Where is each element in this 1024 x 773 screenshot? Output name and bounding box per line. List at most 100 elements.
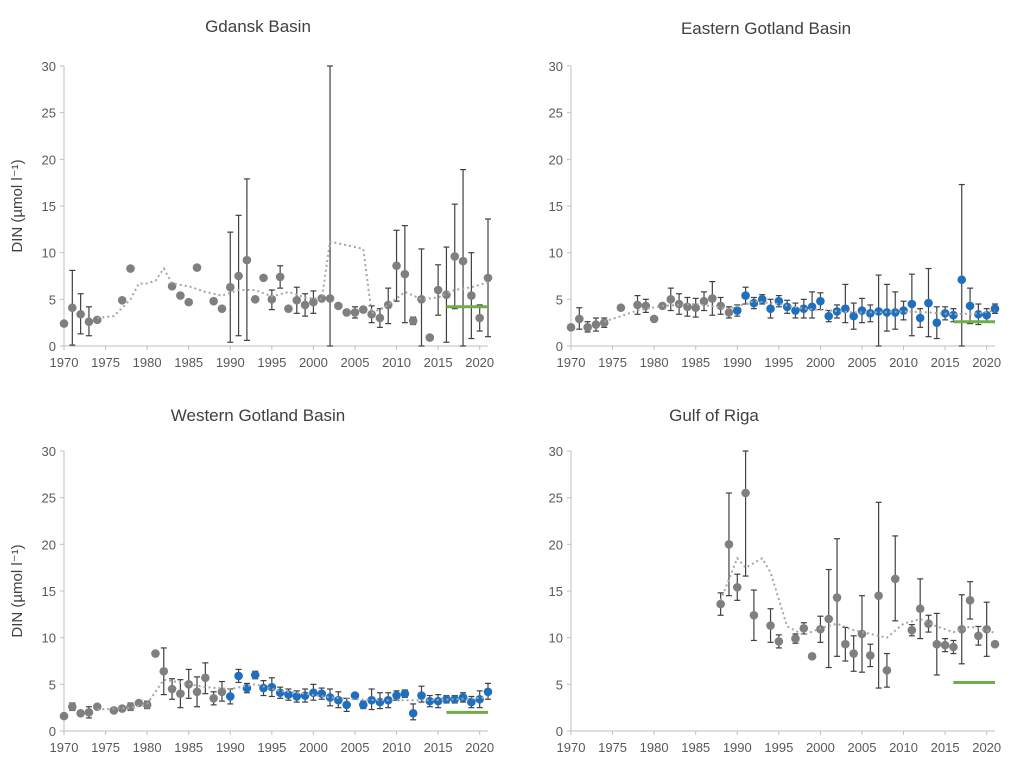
data-point [234, 271, 243, 281]
data-point [699, 296, 709, 306]
data-point [425, 696, 435, 706]
data-point [433, 696, 443, 706]
x-tick-label: 1975 [91, 740, 120, 755]
data-point [890, 574, 900, 584]
data-point [832, 307, 842, 316]
x-tick-label: 1970 [50, 355, 79, 370]
data-point [192, 687, 202, 697]
y-tick-label: 25 [42, 106, 56, 121]
x-tick-label: 2020 [465, 740, 494, 755]
y-tick-label: 10 [42, 631, 56, 646]
y-tick-label: 0 [49, 724, 56, 739]
chart-panel: Western Gotland Basin DIN (µmol l⁻¹) 0 5 10 1… [9, 406, 494, 755]
chart-panel: Eastern Gotland Basin 0 5 10 15 20 25 30 1970 197… [549, 19, 1002, 370]
y-tick-label: 20 [42, 152, 56, 167]
data-point [882, 666, 892, 675]
y-axis-label: DIN (µmol l⁻¹) [9, 159, 26, 252]
data-point [68, 702, 77, 712]
data-point [649, 314, 659, 324]
y-axis-label: DIN (µmol l⁻¹) [9, 544, 26, 637]
data-point [400, 689, 410, 698]
data-point [225, 692, 235, 701]
y-tick-label: 5 [49, 292, 56, 307]
data-point [575, 314, 584, 324]
data-point [766, 304, 775, 313]
data-point [325, 693, 335, 702]
data-point [151, 649, 160, 658]
data-point [92, 702, 102, 712]
data-point [192, 263, 202, 272]
data-point [433, 285, 443, 295]
data-point [342, 308, 351, 317]
data-point [874, 307, 883, 316]
x-tick-label: 1975 [598, 355, 627, 370]
data-point [184, 297, 194, 307]
chart-title: Eastern Gotland Basin [681, 19, 851, 38]
data-point [691, 303, 701, 313]
data-point [375, 313, 385, 323]
y-tick-label: 10 [549, 246, 563, 261]
data-point [167, 684, 177, 694]
data-point [882, 308, 892, 317]
x-tick-label: 2010 [889, 355, 918, 370]
x-tick-label: 1980 [640, 740, 669, 755]
x-tick-label: 2020 [972, 355, 1001, 370]
data-point [566, 323, 576, 332]
data-point [292, 295, 302, 305]
y-tick-label: 0 [556, 724, 563, 739]
y-tick-label: 25 [42, 491, 56, 506]
x-tick-label: 2020 [465, 355, 494, 370]
data-point [824, 311, 834, 321]
data-point [816, 296, 825, 306]
x-tick-label: 1995 [764, 355, 793, 370]
data-point [250, 295, 260, 304]
x-tick-label: 1985 [174, 740, 203, 755]
data-point [275, 688, 285, 698]
data-point [865, 651, 875, 660]
data-point [134, 698, 144, 708]
x-tick-label: 2020 [972, 740, 1001, 755]
data-point [932, 318, 942, 327]
data-point [350, 308, 360, 317]
data-point [84, 317, 94, 327]
data-point [68, 303, 77, 313]
x-tick-label: 1985 [681, 740, 710, 755]
data-point [982, 310, 991, 320]
x-tick-label: 1975 [91, 355, 120, 370]
x-tick-label: 1995 [257, 355, 286, 370]
y-tick-label: 5 [49, 677, 56, 692]
chart-title: Gulf of Riga [669, 406, 759, 425]
y-tick-label: 5 [556, 292, 563, 307]
data-point [458, 693, 468, 702]
data-point [957, 275, 967, 285]
y-tick-label: 15 [549, 584, 563, 599]
data-point [450, 694, 460, 704]
x-tick-label: 1995 [764, 740, 793, 755]
x-tick-label: 2000 [806, 355, 835, 370]
data-point [284, 304, 293, 313]
data-point [408, 316, 418, 326]
data-point [741, 488, 750, 498]
x-tick-label: 2010 [889, 740, 918, 755]
data-point [749, 298, 759, 308]
data-point [799, 304, 809, 313]
y-tick-label: 20 [42, 537, 56, 552]
data-point [949, 310, 958, 320]
y-tick-label: 5 [556, 677, 563, 692]
data-point [724, 540, 734, 549]
data-point [849, 311, 858, 321]
data-point [59, 711, 69, 721]
data-point [990, 304, 1000, 313]
data-point [807, 302, 817, 312]
data-point [417, 691, 426, 700]
data-point [683, 302, 692, 312]
data-point [350, 691, 360, 700]
data-point [242, 255, 252, 265]
data-point [899, 306, 908, 315]
data-point [990, 639, 1000, 649]
data-point [949, 642, 958, 652]
data-point [467, 291, 476, 300]
x-tick-label: 2010 [382, 740, 411, 755]
data-point [932, 639, 942, 649]
